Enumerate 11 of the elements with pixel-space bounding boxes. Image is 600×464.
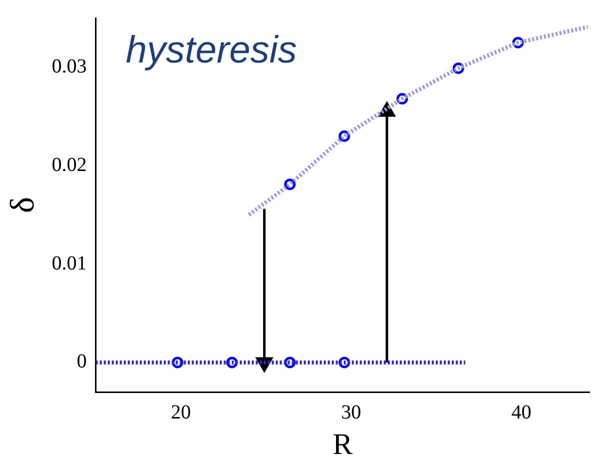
y-axis-title: δ: [4, 196, 42, 214]
y-tick-label: 0.01: [52, 252, 87, 274]
annotation: hysteresis: [126, 30, 297, 72]
point: [284, 178, 296, 190]
y-tick-label: 0.03: [52, 55, 87, 78]
x-axis-title: R: [332, 428, 353, 461]
x-tick-label: 30: [341, 401, 362, 424]
y-tick-label: 0: [76, 350, 87, 373]
y-tick-label: 0.02: [52, 154, 87, 176]
x-tick-label: 20: [170, 401, 191, 424]
x-tick-label: 40: [511, 401, 532, 424]
